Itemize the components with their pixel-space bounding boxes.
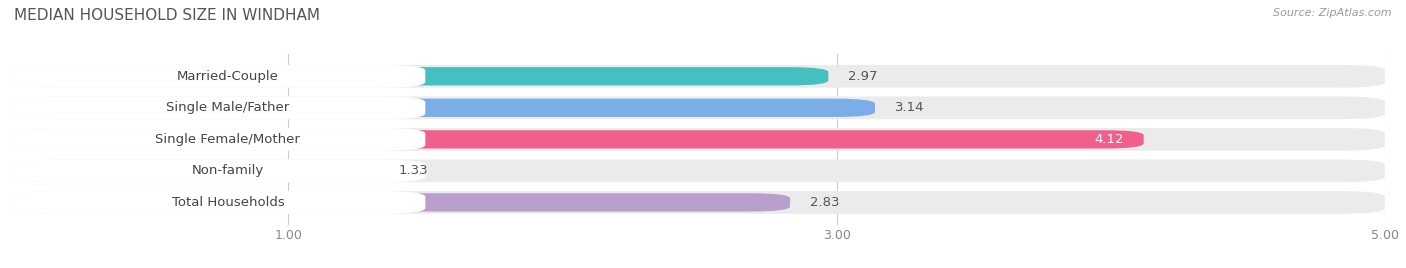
- FancyBboxPatch shape: [14, 65, 426, 88]
- FancyBboxPatch shape: [14, 65, 1385, 88]
- FancyBboxPatch shape: [14, 159, 426, 182]
- Text: MEDIAN HOUSEHOLD SIZE IN WINDHAM: MEDIAN HOUSEHOLD SIZE IN WINDHAM: [14, 8, 321, 23]
- Text: 2.97: 2.97: [848, 70, 877, 83]
- FancyBboxPatch shape: [14, 191, 1385, 214]
- Text: Non-family: Non-family: [191, 164, 264, 177]
- Text: Total Households: Total Households: [172, 196, 284, 209]
- FancyBboxPatch shape: [14, 130, 1143, 148]
- Text: 4.12: 4.12: [1094, 133, 1123, 146]
- FancyBboxPatch shape: [14, 67, 828, 85]
- Text: 3.14: 3.14: [894, 101, 924, 114]
- Text: 1.33: 1.33: [399, 164, 429, 177]
- Text: Source: ZipAtlas.com: Source: ZipAtlas.com: [1274, 8, 1392, 18]
- FancyBboxPatch shape: [14, 128, 426, 151]
- Text: Single Male/Father: Single Male/Father: [166, 101, 290, 114]
- FancyBboxPatch shape: [14, 162, 378, 180]
- FancyBboxPatch shape: [14, 191, 426, 214]
- FancyBboxPatch shape: [14, 96, 426, 119]
- Text: Single Female/Mother: Single Female/Mother: [156, 133, 301, 146]
- Text: Married-Couple: Married-Couple: [177, 70, 278, 83]
- FancyBboxPatch shape: [14, 193, 790, 211]
- Text: 2.83: 2.83: [810, 196, 839, 209]
- FancyBboxPatch shape: [14, 128, 1385, 151]
- FancyBboxPatch shape: [14, 99, 875, 117]
- FancyBboxPatch shape: [14, 159, 1385, 182]
- FancyBboxPatch shape: [14, 96, 1385, 119]
